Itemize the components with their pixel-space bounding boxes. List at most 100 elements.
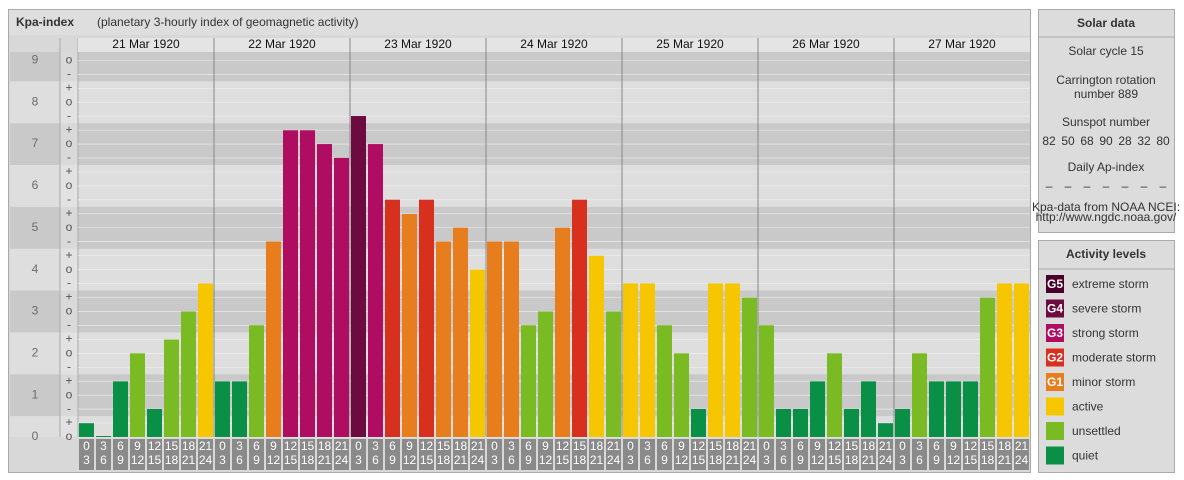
bar (572, 199, 587, 437)
bar (351, 116, 366, 438)
day-label: 21 Mar 1920 (112, 37, 180, 51)
y-tick-label: 1 (32, 387, 39, 401)
hour-box (130, 439, 145, 470)
hour-label: 9 (678, 439, 685, 453)
hour-label: 18 (726, 439, 740, 453)
hour-label: 0 (83, 439, 90, 453)
hour-box (572, 439, 587, 470)
ap-value: – (1141, 179, 1148, 193)
bar (538, 311, 553, 437)
hour-label: 15 (828, 453, 842, 467)
minor-tick-label: o (66, 304, 73, 318)
hour-label: 9 (406, 439, 413, 453)
hour-label: 21 (862, 453, 876, 467)
y-tick-label: 0 (32, 429, 39, 443)
hour-box (640, 439, 655, 470)
day-label: 23 Mar 1920 (384, 37, 452, 51)
hour-label: 21 (743, 439, 757, 453)
bar (96, 436, 111, 437)
bar (419, 199, 434, 437)
hour-box (657, 439, 672, 470)
hour-label: 12 (811, 453, 825, 467)
sunspot-value: 82 (1042, 134, 1056, 148)
hour-label: 12 (964, 439, 978, 453)
hour-label: 21 (318, 453, 332, 467)
bar (963, 381, 978, 437)
hour-label: 6 (100, 453, 107, 467)
hour-label: 6 (117, 439, 124, 453)
band (10, 416, 1030, 437)
hour-label: 18 (573, 453, 587, 467)
day-label: 22 Mar 1920 (248, 37, 316, 51)
hour-label: 18 (454, 439, 468, 453)
ap-label: Daily Ap-index (1068, 160, 1145, 174)
panel-title: Solar data (1077, 16, 1135, 30)
bar (929, 381, 944, 437)
day-label: 26 Mar 1920 (792, 37, 860, 51)
bar (249, 325, 264, 437)
hour-label: 3 (355, 453, 362, 467)
bar (317, 144, 332, 437)
hour-label: 6 (780, 453, 787, 467)
minor-tick-label: + (65, 164, 72, 178)
hour-label: 9 (933, 453, 940, 467)
hour-label: 15 (437, 439, 451, 453)
carrington: Carrington rotation (1056, 73, 1155, 87)
hour-label: 0 (355, 439, 362, 453)
hour-box (861, 439, 876, 470)
hour-box (453, 439, 468, 470)
hour-label: 15 (709, 439, 723, 453)
hour-box (249, 439, 264, 470)
hour-label: 18 (862, 439, 876, 453)
source: Kpa-data from NOAA NCEI: (1032, 200, 1180, 214)
minor-tick-label: + (65, 373, 72, 387)
sunspot-value: 68 (1080, 134, 1094, 148)
minor-tick-label: + (65, 206, 72, 220)
hour-label: 18 (709, 453, 723, 467)
minor-tick-label: o (66, 220, 73, 234)
hour-label: 6 (508, 453, 515, 467)
hour-label: 3 (644, 439, 651, 453)
hour-label: 3 (780, 439, 787, 453)
bar (657, 325, 672, 437)
hour-box (79, 439, 94, 470)
hour-box (113, 439, 128, 470)
hour-label: 12 (556, 439, 570, 453)
bar (164, 339, 179, 437)
hour-label: 21 (590, 453, 604, 467)
bar (1014, 283, 1029, 437)
hour-label: 21 (998, 453, 1012, 467)
minor-tick-label: + (65, 290, 72, 304)
hour-box (589, 439, 604, 470)
hour-box (691, 439, 706, 470)
hour-label: 24 (199, 453, 213, 467)
hour-box (487, 439, 502, 470)
hour-box (266, 439, 281, 470)
day-label: 25 Mar 1920 (656, 37, 724, 51)
hour-label: 18 (845, 453, 859, 467)
minor-tick-label: o (66, 136, 73, 150)
hour-label: 24 (471, 453, 485, 467)
hour-box (793, 439, 808, 470)
legend-swatch (1046, 446, 1064, 465)
hour-label: 9 (525, 453, 532, 467)
hour-label: 3 (899, 453, 906, 467)
hour-label: 15 (284, 453, 298, 467)
bar (861, 381, 876, 437)
day-label: 24 Mar 1920 (520, 37, 588, 51)
hour-label: 9 (797, 453, 804, 467)
bar (436, 241, 451, 437)
minor-tick-label: - (67, 192, 71, 206)
minor-tick-label: - (67, 359, 71, 373)
hour-box (215, 439, 230, 470)
hour-label: 6 (797, 439, 804, 453)
hour-label: 6 (372, 453, 379, 467)
minor-tick-label: + (65, 248, 72, 262)
hour-box (674, 439, 689, 470)
minor-tick-label: + (65, 332, 72, 346)
ap-value: – (1084, 179, 1091, 193)
hour-label: 18 (590, 439, 604, 453)
hour-box (385, 439, 400, 470)
